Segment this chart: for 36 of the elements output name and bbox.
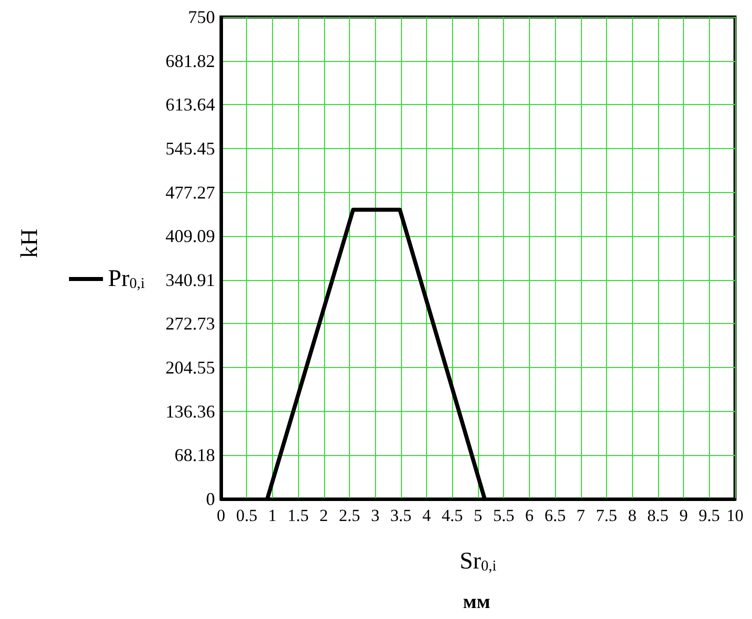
y-tick-label: 409.09 <box>166 226 215 246</box>
x-tick-label: 9.5 <box>698 506 720 525</box>
x-tick-label: 7.5 <box>596 506 618 525</box>
text: мм <box>463 591 490 613</box>
y-tick-label: 613.64 <box>166 94 215 115</box>
x-tick-label: 2.5 <box>338 506 360 525</box>
x-axis-title: Sr0,i <box>460 548 496 574</box>
y-tick-label: 477.27 <box>166 182 215 202</box>
x-tick-label: 10 <box>726 506 744 525</box>
x-tick-label: 7 <box>576 506 586 525</box>
x-tick-label: 4.5 <box>442 506 463 525</box>
x-tick-label: 0.5 <box>236 506 258 525</box>
y-tick-label: 0 <box>206 489 215 509</box>
x-tick-label: 1 <box>268 506 277 525</box>
text: kH <box>17 228 43 258</box>
y-tick-label: 681.82 <box>166 50 215 71</box>
y-tick-label: 340.91 <box>166 270 215 290</box>
legend-label: Pr0,i <box>108 266 145 292</box>
x-tick-label: 8 <box>628 506 636 525</box>
x-tick-label: 3 <box>370 506 380 525</box>
y-tick-label: 68.18 <box>174 445 215 466</box>
x-tick-label: 8.5 <box>647 506 669 525</box>
y-tick-label: 204.55 <box>166 358 215 378</box>
y-tick-label: 545.45 <box>166 138 215 158</box>
x-tick-label: 6.5 <box>544 506 566 525</box>
x-tick-label: 4 <box>422 506 432 525</box>
x-tick-label: 2 <box>320 506 328 525</box>
x-tick-label: 9 <box>679 506 688 525</box>
y-tick-label: 272.73 <box>166 314 215 334</box>
x-tick-label: 3.5 <box>390 506 412 525</box>
y-tick-label: 136.36 <box>166 401 215 422</box>
x-tick-label: 5 <box>474 506 482 525</box>
x-tick-label: 5.5 <box>493 506 514 525</box>
x-tick-label: 1.5 <box>287 506 309 525</box>
x-tick-label: 6 <box>525 506 534 525</box>
y-tick-label: 750 <box>188 7 215 27</box>
